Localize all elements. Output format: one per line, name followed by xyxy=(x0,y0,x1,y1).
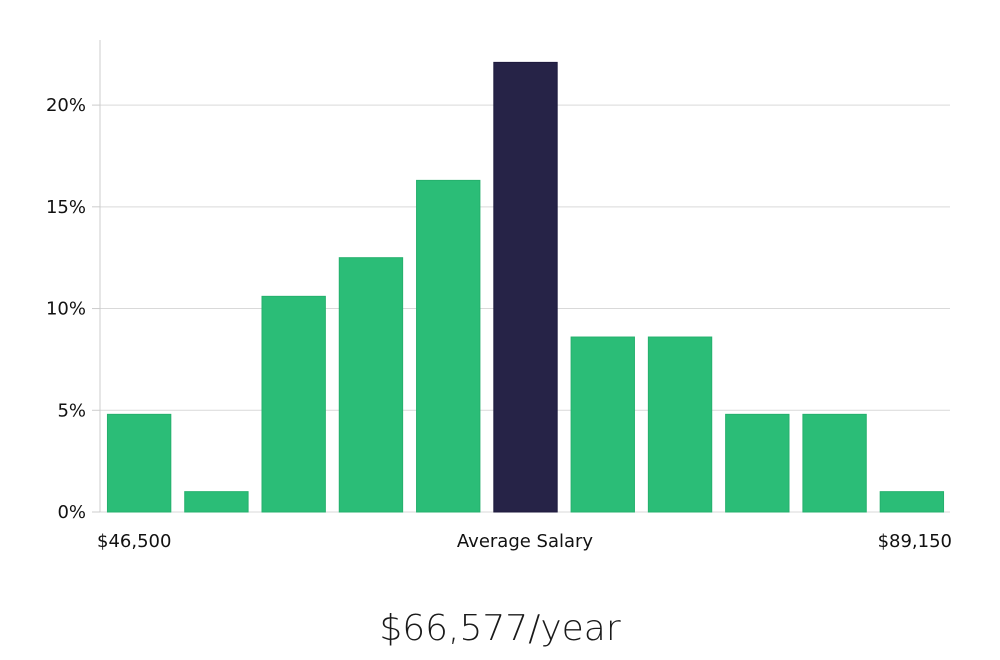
bars xyxy=(106,61,945,513)
bar xyxy=(106,413,172,513)
bar xyxy=(570,336,635,513)
x-center-label: Average Salary xyxy=(457,531,594,552)
y-tick-labels: 0% 5% 10% 15% 20% xyxy=(46,95,86,523)
y-tick-label: 20% xyxy=(46,95,86,116)
x-max-label: $89,150 xyxy=(878,531,952,552)
bar xyxy=(416,179,481,513)
x-min-label: $46,500 xyxy=(97,531,171,552)
y-tick-label: 5% xyxy=(57,400,86,421)
bar xyxy=(261,295,326,513)
highlighted-bar xyxy=(493,61,558,513)
bar xyxy=(184,491,249,513)
bar xyxy=(338,257,404,513)
bar xyxy=(802,413,867,513)
bar xyxy=(879,491,945,513)
bar xyxy=(725,413,790,513)
y-tick-label: 10% xyxy=(46,299,86,320)
bar xyxy=(647,336,713,513)
y-tick-label: 15% xyxy=(46,197,86,218)
average-salary-value: $66,577/year xyxy=(379,608,621,649)
y-tick-label: 0% xyxy=(57,502,86,523)
salary-histogram-chart: 0% 5% 10% 15% 20% $46,500 Average Salary $89… xyxy=(46,40,952,552)
